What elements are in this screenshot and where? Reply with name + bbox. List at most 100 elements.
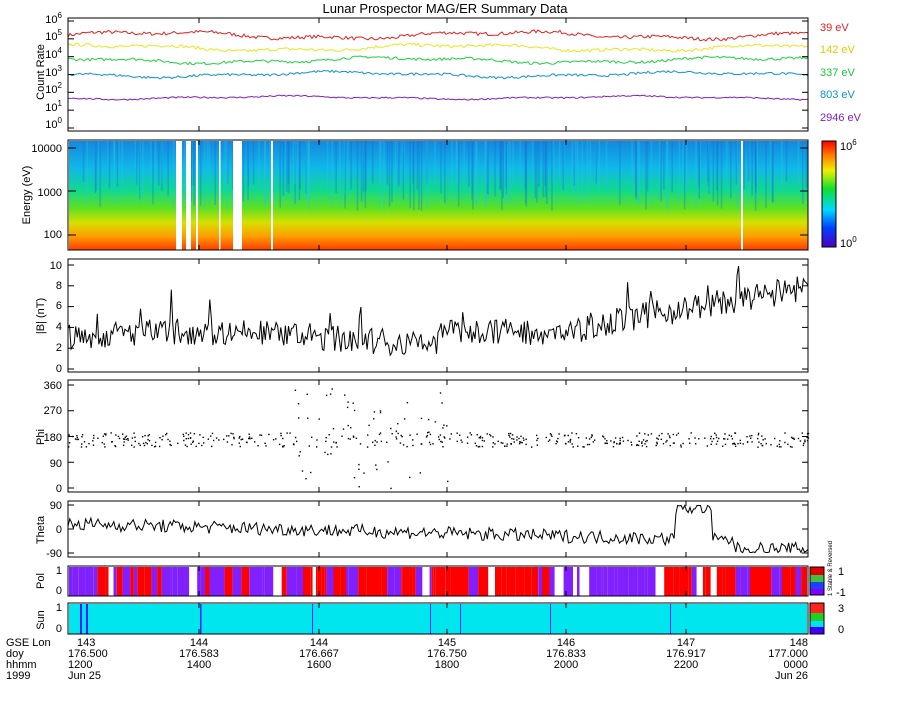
- phi-point: [714, 432, 716, 434]
- phi-point: [349, 438, 351, 440]
- phi-point: [376, 468, 378, 471]
- pol-segment: [538, 567, 542, 596]
- phi-point: [513, 441, 515, 443]
- phi-point: [187, 437, 190, 440]
- phi-point: [198, 442, 200, 445]
- pol-segment: [524, 567, 532, 596]
- phi-point: [421, 443, 423, 445]
- phi-point: [490, 435, 492, 437]
- phi-point: [350, 427, 352, 429]
- spectrogram-texture: [224, 141, 226, 194]
- ytick: 8: [56, 280, 62, 292]
- spectrogram-texture: [663, 141, 665, 190]
- pol-segment: [488, 567, 495, 596]
- spectrogram-image: [69, 141, 80, 250]
- pol-segment: [620, 567, 629, 596]
- phi-point: [77, 438, 80, 441]
- phi-point: [344, 394, 346, 396]
- phi-point: [187, 434, 190, 436]
- phi-point: [704, 437, 706, 439]
- spectrogram-texture: [108, 141, 111, 189]
- phi-point: [638, 440, 640, 442]
- phi-point: [602, 435, 604, 437]
- spectrogram-texture: [563, 141, 565, 186]
- phi-point: [182, 433, 184, 436]
- phi-point: [308, 445, 310, 447]
- ylabel-b: |B| (nT): [35, 298, 47, 334]
- phi-point: [710, 435, 712, 438]
- spectrogram-gap: [233, 141, 242, 250]
- phi-point: [316, 439, 318, 441]
- phi-point: [791, 446, 793, 448]
- phi-point: [577, 445, 579, 447]
- phi-point: [427, 431, 429, 434]
- count-rate-legend: 39 eV 142 eV 337 eV 803 eV 2946 eV: [820, 22, 862, 124]
- phi-point: [716, 440, 719, 442]
- spectrogram-texture: [247, 141, 250, 192]
- phi-point: [380, 440, 383, 443]
- phi-point: [122, 433, 124, 435]
- phi-point: [724, 433, 726, 435]
- phi-point: [296, 440, 298, 443]
- spectrogram-texture: [666, 141, 668, 211]
- phi-point: [233, 436, 235, 439]
- phi-point: [335, 441, 337, 444]
- pol-segment: [172, 567, 178, 596]
- phi-point: [386, 441, 388, 443]
- phi-point: [68, 442, 71, 444]
- pol-segment: [151, 567, 158, 596]
- pol-segment: [69, 567, 73, 596]
- phi-point: [420, 417, 423, 420]
- b-magnitude-line: [67, 265, 809, 357]
- spectrogram-texture: [258, 141, 260, 190]
- phi-point: [331, 388, 333, 390]
- phi-point: [650, 433, 653, 435]
- phi-point: [492, 446, 494, 448]
- phi-point: [613, 441, 615, 444]
- phi-point: [139, 444, 141, 446]
- phi-point: [374, 444, 376, 446]
- ytick: 0: [56, 524, 62, 536]
- phi-point: [481, 439, 484, 442]
- phi-point: [426, 434, 428, 437]
- pol-segment: [348, 567, 359, 596]
- spectrogram-texture: [544, 141, 546, 186]
- phi-point: [483, 440, 485, 442]
- spectrogram-texture: [371, 141, 374, 184]
- phi-point: [710, 443, 712, 445]
- phi-point: [711, 440, 713, 443]
- pol-panel: [67, 565, 809, 597]
- pol-segment: [803, 567, 807, 596]
- phi-point: [347, 437, 350, 440]
- phi-point: [245, 441, 248, 443]
- phi-point: [508, 434, 510, 437]
- phi-point: [92, 444, 95, 446]
- pol-colorbar-note: 1 Stable & Reversed: [828, 541, 834, 596]
- phi-point: [715, 434, 717, 436]
- phi-point: [602, 436, 605, 438]
- spectrogram-texture: [743, 141, 745, 190]
- count-rate-series-3: [67, 69, 809, 80]
- phi-point: [642, 439, 645, 441]
- phi-point: [346, 406, 349, 409]
- spectrogram-texture: [383, 141, 385, 211]
- phi-point: [379, 410, 382, 412]
- phi-point: [122, 444, 125, 446]
- phi-point: [145, 441, 147, 444]
- phi-point: [325, 440, 327, 443]
- phi-point: [81, 434, 84, 436]
- spectrogram-texture: [755, 141, 757, 193]
- phi-point: [500, 442, 502, 444]
- pol-segment: [722, 567, 726, 596]
- spectrogram-texture: [468, 141, 470, 187]
- pol-segment: [113, 567, 117, 596]
- phi-point: [165, 434, 167, 436]
- phi-point: [591, 435, 593, 437]
- phi-point: [475, 445, 478, 447]
- phi-point: [437, 436, 440, 438]
- spectrogram-texture: [184, 141, 186, 203]
- phi-point: [412, 444, 414, 447]
- phi-point: [791, 437, 794, 439]
- phi-point: [627, 439, 629, 442]
- phi-point: [588, 438, 591, 440]
